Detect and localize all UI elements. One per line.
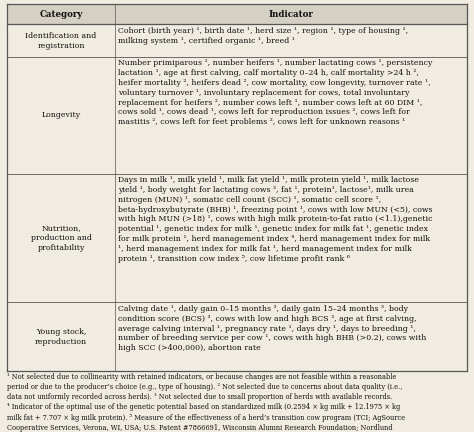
Bar <box>7 25 467 57</box>
Bar <box>7 4 467 25</box>
Text: Calving date ¹, daily gain 0–15 months ³, daily gain 15–24 months ³, body
condit: Calving date ¹, daily gain 0–15 months ³… <box>118 305 427 352</box>
Text: Young stock,
reproduction: Young stock, reproduction <box>35 328 87 346</box>
Text: Number primiparous ¹, number heifers ¹, number lactating cows ¹, persistency
lac: Number primiparous ¹, number heifers ¹, … <box>118 60 432 126</box>
Text: Category: Category <box>39 10 83 19</box>
Bar <box>7 302 467 371</box>
Text: Days in milk ¹, milk yield ¹, milk fat yield ¹, milk protein yield ¹, milk lacto: Days in milk ¹, milk yield ¹, milk fat y… <box>118 176 433 263</box>
Text: Nutrition,
production and
profitability: Nutrition, production and profitability <box>31 224 91 252</box>
Bar <box>7 57 467 174</box>
Bar <box>7 174 467 302</box>
Bar <box>7 4 467 371</box>
Text: Cohort (birth year) ¹, birth date ¹, herd size ¹, region ¹, type of housing ¹,
m: Cohort (birth year) ¹, birth date ¹, her… <box>118 27 408 45</box>
Text: Indicator: Indicator <box>269 10 313 19</box>
Text: ¹ Not selected due to collinearity with retained indicators, or because changes : ¹ Not selected due to collinearity with … <box>7 372 405 432</box>
Text: Identification and
registration: Identification and registration <box>26 32 97 50</box>
Text: Longevity: Longevity <box>42 111 81 119</box>
